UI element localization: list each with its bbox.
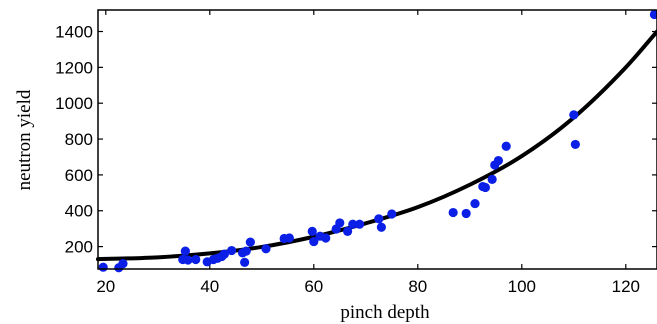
data-point [348, 219, 358, 229]
y-tick-label: 1200 [55, 58, 93, 77]
x-tick-label: 60 [304, 277, 323, 296]
data-point [487, 174, 497, 184]
data-point [570, 139, 580, 150]
data-point [307, 226, 317, 236]
data-point [321, 233, 331, 243]
data-points-layer [98, 9, 657, 273]
data-point [191, 254, 201, 265]
data-point [569, 110, 579, 120]
data-point [374, 214, 384, 224]
y-tick-label: 1400 [55, 23, 93, 42]
x-axis-label: pinch depth [340, 302, 430, 323]
axis-ticks [98, 10, 657, 269]
data-point [493, 155, 503, 166]
y-tick-label: 800 [65, 130, 93, 149]
data-point [183, 255, 193, 265]
data-point [376, 222, 386, 232]
plot-frame [97, 9, 657, 270]
data-point [480, 182, 490, 193]
data-point [461, 208, 471, 219]
data-point [219, 249, 229, 259]
data-point [284, 233, 294, 243]
data-point [501, 141, 511, 151]
data-point [98, 262, 108, 272]
data-point [343, 226, 353, 236]
data-point [354, 219, 365, 229]
y-tick-labels: 200 400 600 800 1000 1200 1400 [55, 23, 93, 257]
data-point [309, 236, 319, 247]
data-point [470, 198, 480, 209]
x-tick-label: 40 [200, 277, 219, 296]
data-point [261, 244, 271, 254]
data-point [335, 218, 345, 228]
y-axis-label: neutron yield [14, 89, 35, 190]
x-tick-label: 20 [96, 277, 115, 296]
data-point [649, 9, 657, 20]
data-point [240, 257, 250, 267]
y-tick-label: 1000 [55, 94, 93, 113]
x-tick-labels: 20 40 60 80 100 120 [96, 277, 640, 296]
x-tick-label: 80 [408, 277, 427, 296]
data-point [180, 246, 190, 256]
data-point [227, 245, 237, 256]
y-tick-label: 600 [65, 166, 93, 185]
data-point [241, 246, 251, 256]
x-tick-label: 100 [508, 277, 536, 296]
fit-curve-layer [96, 29, 657, 262]
data-point [245, 237, 255, 247]
data-point [118, 259, 128, 269]
data-point [448, 207, 458, 218]
data-point [387, 209, 397, 219]
fit-curve [96, 29, 657, 262]
x-tick-label: 120 [612, 277, 640, 296]
y-tick-label: 200 [65, 238, 93, 257]
y-tick-label: 400 [65, 202, 93, 221]
